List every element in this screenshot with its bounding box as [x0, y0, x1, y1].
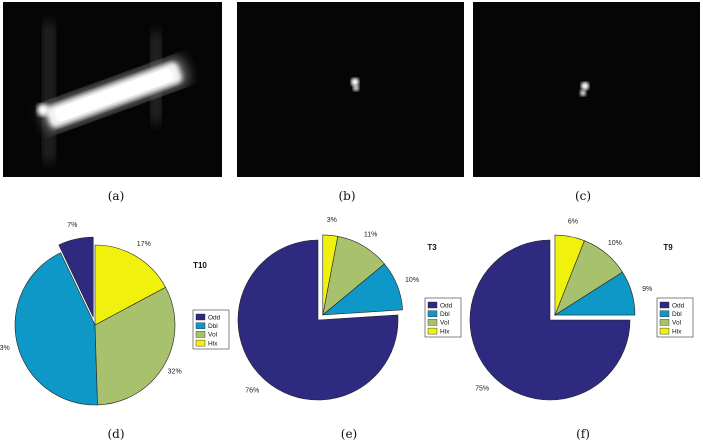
- legend-label-odd: Odd: [672, 302, 685, 309]
- legend-swatch-odd: [427, 301, 438, 309]
- pie-label-vol: 11%: [364, 231, 378, 238]
- pie-slice-hlx: [554, 234, 585, 316]
- caption-d: (d): [107, 427, 125, 441]
- legend-label-vol: Vol: [440, 320, 450, 327]
- legend-swatch-vol: [659, 319, 670, 326]
- legend-swatch-dbl: [195, 322, 206, 329]
- legend-swatch-dbl: [659, 310, 670, 317]
- image-b-content: [351, 78, 359, 91]
- legend-label-hlx: Hlx: [208, 340, 218, 347]
- pie-label-dbl: 9%: [642, 286, 652, 293]
- legend-label-vol: Vol: [208, 332, 218, 339]
- image-c-content: [580, 82, 589, 96]
- pie-label-hlx: 17%: [137, 241, 151, 248]
- pie-title: T9: [663, 243, 673, 252]
- pie-slice-dbl: [14, 252, 98, 406]
- legend-swatch-hlx: [659, 327, 670, 335]
- pie-slice-hlx: [94, 244, 166, 326]
- pie-label-hlx: 3%: [327, 217, 337, 224]
- pie-label-dbl: 10%: [405, 277, 419, 284]
- pie-label-vol: 10%: [608, 240, 622, 247]
- pie-slice-odd: [469, 239, 631, 401]
- pie-label-odd: 76%: [245, 387, 259, 394]
- legend-label-dbl: Dbl: [208, 323, 218, 330]
- pie-title: T3: [427, 243, 437, 252]
- image-a-content: [37, 22, 189, 162]
- legend-label-hlx: Hlx: [672, 328, 682, 335]
- legend-label-dbl: Dbl: [440, 311, 450, 318]
- pie-label-odd: 7%: [67, 222, 77, 229]
- legend-label-vol: Vol: [672, 320, 682, 327]
- image-panel-c: [473, 2, 700, 177]
- image-panel-b: [237, 2, 464, 177]
- image-panel-a: [3, 2, 222, 177]
- legend-label-odd: Odd: [440, 302, 453, 309]
- legend-swatch-dbl: [427, 310, 438, 317]
- legend-swatch-hlx: [195, 339, 206, 347]
- legend-label-hlx: Hlx: [440, 328, 450, 335]
- pie-slice-odd: [58, 236, 94, 318]
- pie-label-dbl: 43%: [0, 345, 10, 352]
- legend-swatch-vol: [195, 331, 206, 338]
- legend-swatch-odd: [659, 301, 670, 309]
- legend-label-odd: Odd: [208, 314, 221, 321]
- caption-e: (e): [340, 427, 358, 441]
- pie-label-vol: 32%: [168, 369, 182, 376]
- legend-label-dbl: Dbl: [672, 311, 682, 318]
- legend-swatch-vol: [427, 319, 438, 326]
- pie-slice-odd: [237, 239, 399, 401]
- caption-a: (a): [107, 189, 125, 203]
- pie-slice-hlx: [322, 234, 339, 315]
- pie-title: T10: [193, 261, 207, 270]
- caption-f: (f): [576, 427, 590, 441]
- legend-swatch-hlx: [427, 327, 438, 335]
- caption-c: (c): [574, 189, 592, 203]
- pie-slice-vol: [94, 286, 176, 406]
- pie-label-hlx: 6%: [568, 218, 578, 225]
- legend-swatch-odd: [195, 313, 206, 321]
- pie-label-odd: 75%: [475, 385, 489, 392]
- caption-b: (b): [338, 189, 356, 203]
